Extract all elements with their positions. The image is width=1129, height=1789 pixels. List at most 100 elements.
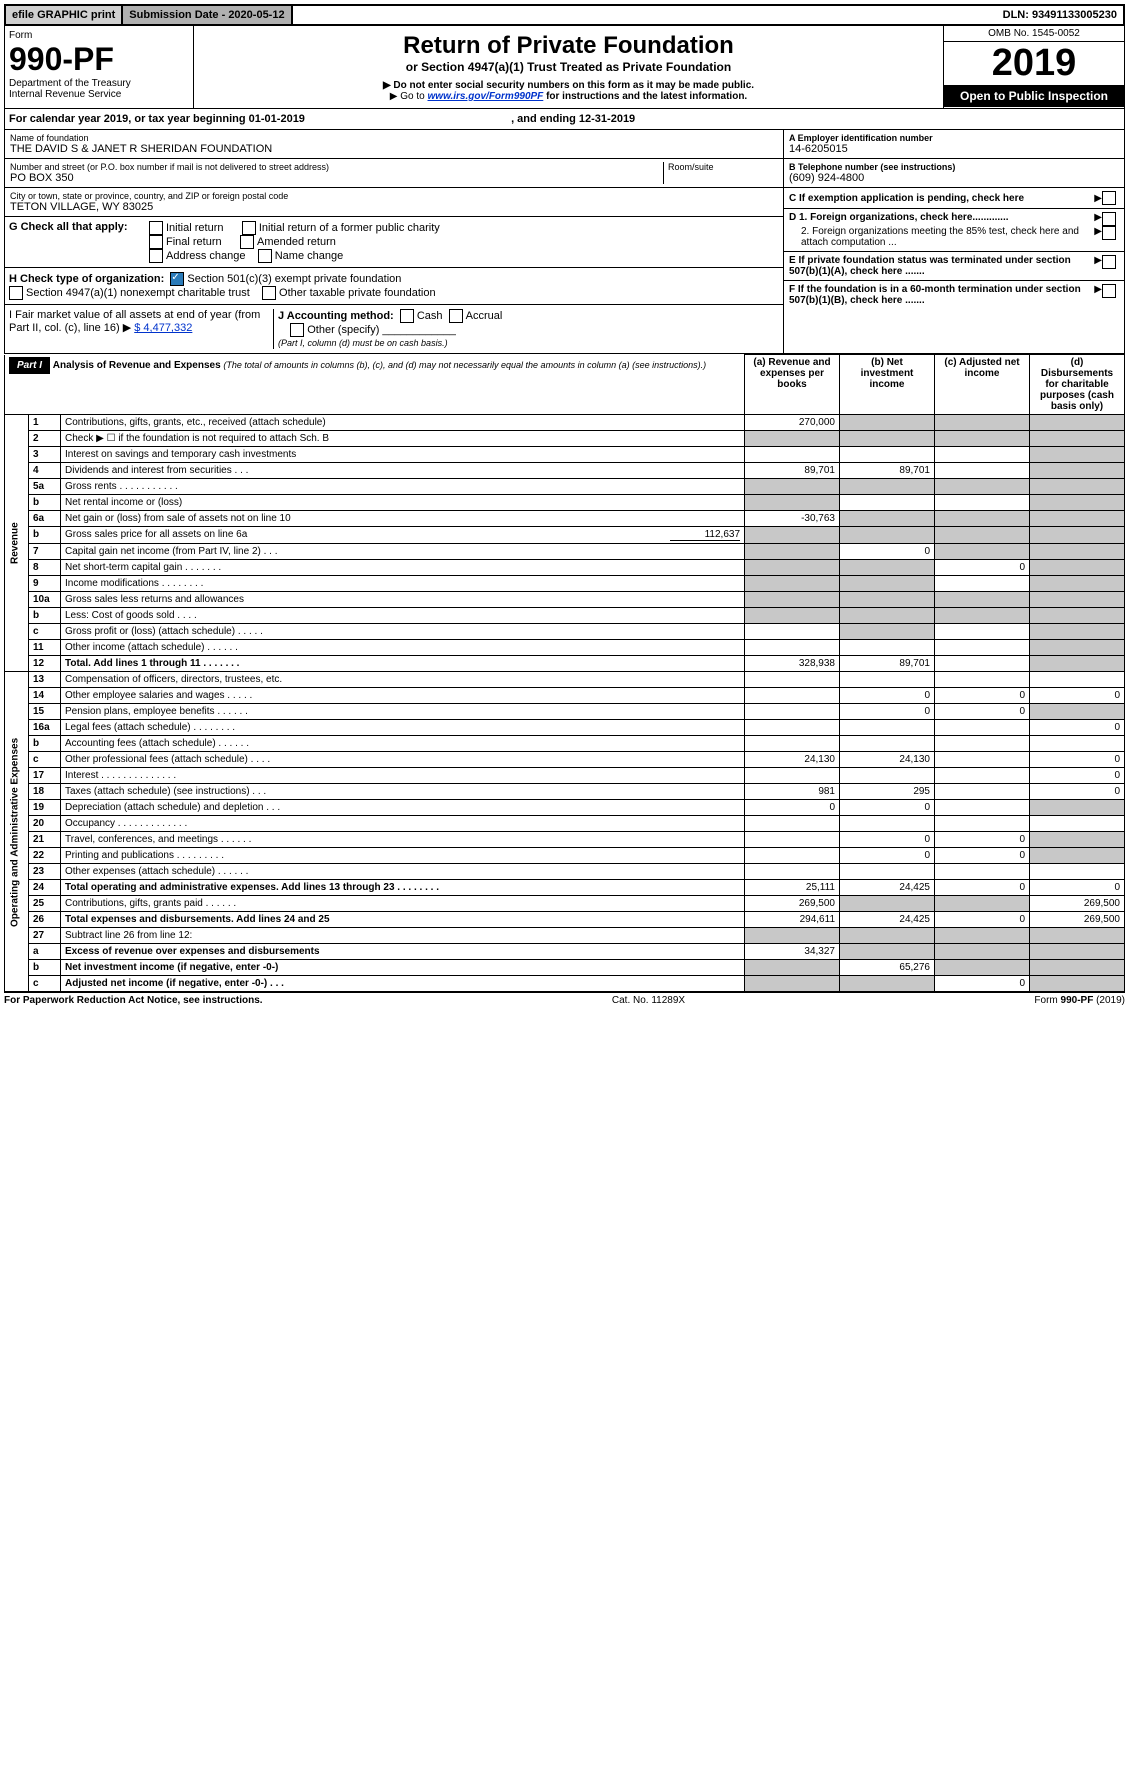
cell-3-b [840,447,935,463]
chk-f[interactable] [1102,284,1116,298]
cell-21-d [1030,832,1125,848]
chk-initial-return[interactable] [149,221,163,235]
chk-d1[interactable] [1102,212,1116,226]
cell-2-b [840,431,935,447]
line-desc-16c: Other professional fees (attach schedule… [61,752,745,768]
chk-d2[interactable] [1102,226,1116,240]
d2-label: 2. Foreign organizations meeting the 85%… [789,226,1094,248]
instructions-link[interactable]: www.irs.gov/Form990PF [428,91,544,102]
cell-14-b: 0 [840,688,935,704]
cell-16a-a [745,720,840,736]
cell-20-b [840,816,935,832]
line-no-26: 26 [29,912,61,928]
line-desc-15: Pension plans, employee benefits . . . .… [61,704,745,720]
line-no-27c: c [29,976,61,992]
chk-other-method[interactable] [290,323,304,337]
cell-19-d [1030,800,1125,816]
line-desc-12: Total. Add lines 1 through 11 . . . . . … [61,656,745,672]
line-no-6a: 6a [29,511,61,527]
cal-end: 12-31-2019 [579,113,635,125]
bullet-2: ▶ Go to www.irs.gov/Form990PF for instru… [200,91,937,102]
org-info: Name of foundation THE DAVID S & JANET R… [4,130,1125,354]
line-no-23: 23 [29,864,61,880]
line-no-11: 11 [29,640,61,656]
cell-22-b: 0 [840,848,935,864]
line-desc-25: Contributions, gifts, grants paid . . . … [61,896,745,912]
part1-note: (The total of amounts in columns (b), (c… [223,360,706,370]
cell-11-b [840,640,935,656]
chk-exempt-pending[interactable] [1102,191,1116,205]
cell-24-d: 0 [1030,880,1125,896]
cell-5a-c [935,479,1030,495]
cell-14-c: 0 [935,688,1030,704]
cell-1-b [840,415,935,431]
phone: (609) 924-4800 [789,172,1119,184]
line-desc-23: Other expenses (attach schedule) . . . .… [61,864,745,880]
cell-10a-d [1030,592,1125,608]
cell-17-d: 0 [1030,768,1125,784]
cell-13-d [1030,672,1125,688]
cell-9-a [745,576,840,592]
cell-10b-c [935,608,1030,624]
irs: Internal Revenue Service [9,89,189,100]
chk-address-change[interactable] [149,249,163,263]
line-no-16a: 16a [29,720,61,736]
cell-14-d: 0 [1030,688,1125,704]
cell-6a-c [935,511,1030,527]
cell-4-c [935,463,1030,479]
cell-15-a [745,704,840,720]
form-number: 990-PF [9,41,189,78]
chk-accrual[interactable] [449,309,463,323]
cell-6a-a: -30,763 [745,511,840,527]
line-desc-27b: Net investment income (if negative, ente… [61,960,745,976]
cell-5b-c [935,495,1030,511]
line-desc-16b: Accounting fees (attach schedule) . . . … [61,736,745,752]
cell-24-a: 25,111 [745,880,840,896]
line-no-13: 13 [29,672,61,688]
chk-other-taxable[interactable] [262,286,276,300]
cell-27c-d [1030,976,1125,992]
line-no-20: 20 [29,816,61,832]
cell-2-c [935,431,1030,447]
cell-27c-b [840,976,935,992]
form-header: Form 990-PF Department of the Treasury I… [4,26,1125,109]
cell-15-b: 0 [840,704,935,720]
line-no-5a: 5a [29,479,61,495]
chk-4947[interactable] [9,286,23,300]
chk-e[interactable] [1102,255,1116,269]
e-label: E If private foundation status was termi… [789,255,1094,277]
opt-other-method: Other (specify) [307,324,379,336]
opt-other-taxable: Other taxable private foundation [279,287,436,299]
chk-final-return[interactable] [149,235,163,249]
line-desc-17: Interest . . . . . . . . . . . . . . [61,768,745,784]
part1-tag: Part I [9,357,50,374]
chk-initial-former[interactable] [242,221,256,235]
chk-cash[interactable] [400,309,414,323]
line-no-8: 8 [29,560,61,576]
line-no-16c: c [29,752,61,768]
line-no-15: 15 [29,704,61,720]
cell-10b-a [745,608,840,624]
cell-19-a: 0 [745,800,840,816]
cell-8-d [1030,560,1125,576]
cell-13-c [935,672,1030,688]
cell-5a-a [745,479,840,495]
cell-7-c [935,544,1030,560]
line-no-21: 21 [29,832,61,848]
cell-20-d [1030,816,1125,832]
cell-27-c [935,928,1030,944]
line-desc-11: Other income (attach schedule) . . . . .… [61,640,745,656]
cell-12-c [935,656,1030,672]
opt-cash: Cash [417,310,443,322]
department: Department of the Treasury [9,78,189,89]
j-note: (Part I, column (d) must be on cash basi… [278,338,448,348]
calendar-bar: For calendar year 2019, or tax year begi… [4,109,1125,130]
chk-name-change[interactable] [258,249,272,263]
line-desc-14: Other employee salaries and wages . . . … [61,688,745,704]
cell-16b-c [935,736,1030,752]
chk-amended[interactable] [240,235,254,249]
cell-11-a [745,640,840,656]
chk-501c3[interactable] [170,272,184,286]
line-no-27a: a [29,944,61,960]
line-desc-27c: Adjusted net income (if negative, enter … [61,976,745,992]
